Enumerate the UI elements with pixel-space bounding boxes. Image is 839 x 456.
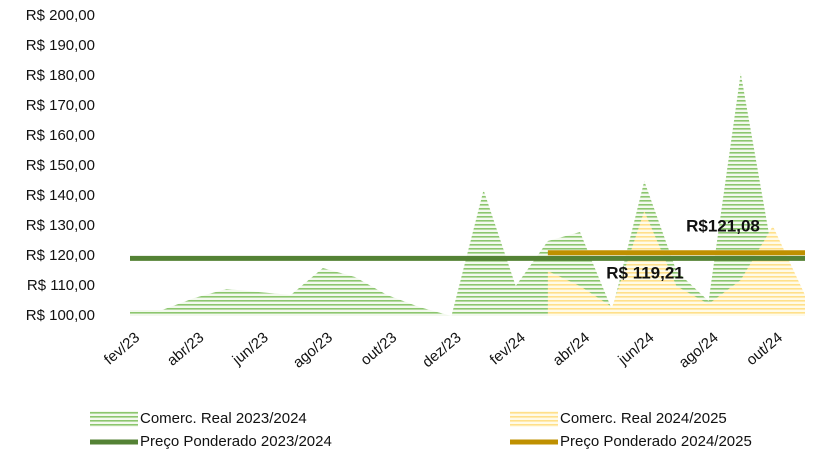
y-tick-label: R$ 100,00 bbox=[26, 307, 95, 324]
y-tick-label: R$ 180,00 bbox=[26, 67, 95, 84]
y-tick-label: R$ 150,00 bbox=[26, 157, 95, 174]
x-tick-label: dez/23 bbox=[419, 329, 464, 371]
y-tick-label: R$ 110,00 bbox=[27, 277, 95, 294]
x-tick-label: jun/24 bbox=[614, 329, 657, 369]
legend-swatch bbox=[90, 411, 138, 427]
value-label: R$121,08 bbox=[686, 216, 760, 235]
y-tick-label: R$ 200,00 bbox=[26, 7, 95, 24]
legend-label: Preço Ponderado 2023/2024 bbox=[140, 433, 332, 450]
legend-label: Comerc. Real 2024/2025 bbox=[560, 410, 727, 427]
x-tick-label: fev/24 bbox=[487, 329, 529, 368]
y-tick-label: R$ 190,00 bbox=[26, 37, 95, 54]
x-tick-label: jun/23 bbox=[229, 329, 272, 369]
legend-label: Comerc. Real 2023/2024 bbox=[140, 410, 307, 427]
x-tick-label: out/23 bbox=[357, 329, 400, 369]
x-tick-label: out/24 bbox=[743, 329, 786, 369]
x-tick-label: abr/24 bbox=[550, 329, 594, 369]
chart: R$ 100,00 R$ 110,00 R$ 120,00 R$ 130,00 R$ 1… bbox=[0, 0, 839, 456]
y-tick-label: R$ 130,00 bbox=[26, 217, 95, 234]
legend-label: Preço Ponderado 2024/2025 bbox=[560, 433, 752, 450]
y-tick-label: R$ 140,00 bbox=[26, 187, 95, 204]
legend-swatch bbox=[510, 411, 558, 427]
value-label: R$ 119,21 bbox=[606, 263, 684, 282]
y-tick-label: R$ 170,00 bbox=[26, 97, 95, 114]
x-tick-label: fev/23 bbox=[101, 329, 143, 368]
x-tick-label: abr/23 bbox=[164, 329, 208, 369]
x-tick-label: ago/24 bbox=[676, 329, 722, 372]
x-tick-label: ago/23 bbox=[290, 329, 336, 372]
y-tick-label: R$ 120,00 bbox=[26, 247, 95, 264]
y-tick-label: R$ 160,00 bbox=[26, 127, 95, 144]
